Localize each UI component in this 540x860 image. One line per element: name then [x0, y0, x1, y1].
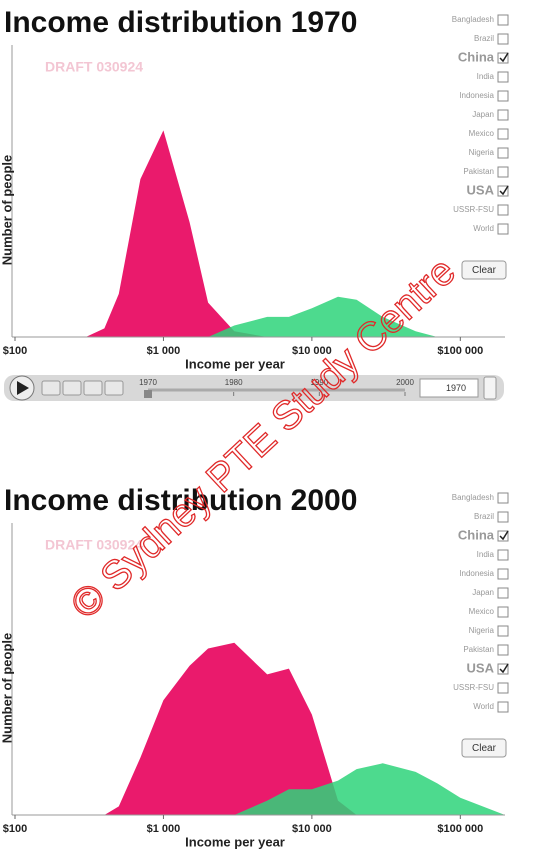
draft-label: DRAFT 030924 [45, 59, 143, 75]
checkbox[interactable] [497, 109, 509, 121]
checkbox[interactable] [497, 549, 509, 561]
chart: Income distribution 2000 DRAFT 030924 $100… [0, 484, 509, 849]
country-label: Brazil [474, 34, 494, 43]
country-label: Pakistan [463, 645, 494, 654]
checkbox[interactable] [497, 701, 509, 713]
timeline-tick-label: 1990 [310, 378, 328, 387]
x-tick-label: $1 000 [147, 345, 181, 357]
checkbox[interactable] [497, 606, 509, 618]
year-input[interactable] [419, 378, 479, 398]
check-mark [499, 52, 509, 63]
country-label: Brazil [474, 512, 494, 521]
checkbox[interactable] [497, 14, 509, 26]
country-label: Japan [472, 588, 494, 597]
country-label: Indonesia [459, 569, 494, 578]
checkbox[interactable] [497, 223, 509, 235]
country-label: China [458, 527, 495, 542]
checkbox[interactable] [497, 682, 509, 694]
checkbox[interactable] [497, 185, 509, 197]
country-label: Nigeria [469, 148, 495, 157]
draft-label: DRAFT 030924 [45, 537, 143, 553]
country-label: Mexico [469, 607, 495, 616]
country-label: India [477, 550, 495, 559]
area [15, 130, 505, 337]
player-control[interactable] [41, 380, 61, 396]
checkbox[interactable] [497, 71, 509, 83]
timeline-tick-label: 1980 [225, 378, 243, 387]
clear-button-label: Clear [472, 743, 497, 754]
checkbox[interactable] [497, 90, 509, 102]
player-control[interactable] [104, 380, 124, 396]
country-label: Bangladesh [452, 15, 494, 24]
country-label: USSR-FSU [453, 205, 494, 214]
country-label: Japan [472, 110, 494, 119]
checkbox[interactable] [497, 492, 509, 504]
clear-button[interactable] [461, 260, 507, 280]
checkbox[interactable] [497, 33, 509, 45]
y-axis-label: Number of people [0, 155, 14, 266]
checkbox[interactable] [497, 511, 509, 523]
area [15, 763, 505, 815]
country-label: USA [467, 660, 495, 675]
x-tick-label: $100 000 [437, 345, 483, 357]
checkbox[interactable] [497, 166, 509, 178]
area [15, 296, 505, 337]
checkbox[interactable] [497, 644, 509, 656]
x-axis-label: Income per year [185, 834, 285, 849]
country-label: Bangladesh [452, 493, 494, 502]
clear-button-label: Clear [472, 265, 497, 276]
country-label: World [473, 224, 494, 233]
year-spinner[interactable] [483, 376, 497, 400]
check-mark [499, 663, 509, 674]
country-label: World [473, 702, 494, 711]
player-bar [4, 375, 504, 401]
x-axis-label: Income per year [185, 356, 285, 371]
area [15, 642, 505, 815]
checkbox[interactable] [497, 663, 509, 675]
country-label: Pakistan [463, 167, 494, 176]
timeline-thumb[interactable] [144, 390, 152, 398]
country-label: USSR-FSU [453, 683, 494, 692]
checkbox[interactable] [497, 147, 509, 159]
player-control[interactable] [83, 380, 103, 396]
check-mark [499, 530, 509, 541]
country-label: China [458, 49, 495, 64]
timeline-tick-label: 1970 [139, 378, 157, 387]
checkbox[interactable] [497, 530, 509, 542]
country-label: Indonesia [459, 91, 494, 100]
timeline-tick-label: 2000 [396, 378, 414, 387]
x-tick-label: $1 000 [147, 823, 181, 835]
y-axis-label: Number of people [0, 633, 14, 744]
checkbox[interactable] [497, 204, 509, 216]
x-tick-label: $10 000 [292, 823, 332, 835]
chart: Income distribution 1970 DRAFT 030924 $100… [0, 6, 509, 401]
player-control[interactable] [62, 380, 82, 396]
x-tick-label: $100 [3, 345, 27, 357]
x-tick-label: $100 000 [437, 823, 483, 835]
country-label: USA [467, 182, 495, 197]
chart-title: Income distribution 1970 [4, 6, 357, 39]
year-input-value: 1970 [446, 383, 466, 393]
country-label: Mexico [469, 129, 495, 138]
x-tick-label: $100 [3, 823, 27, 835]
country-label: India [477, 72, 495, 81]
checkbox[interactable] [497, 52, 509, 64]
play-icon [17, 381, 29, 395]
checkbox[interactable] [497, 128, 509, 140]
country-label: Nigeria [469, 626, 495, 635]
chart-title: Income distribution 2000 [4, 484, 357, 517]
clear-button[interactable] [461, 738, 507, 758]
checkbox[interactable] [497, 625, 509, 637]
checkbox[interactable] [497, 587, 509, 599]
check-mark [499, 185, 509, 196]
x-tick-label: $10 000 [292, 345, 332, 357]
checkbox[interactable] [497, 568, 509, 580]
